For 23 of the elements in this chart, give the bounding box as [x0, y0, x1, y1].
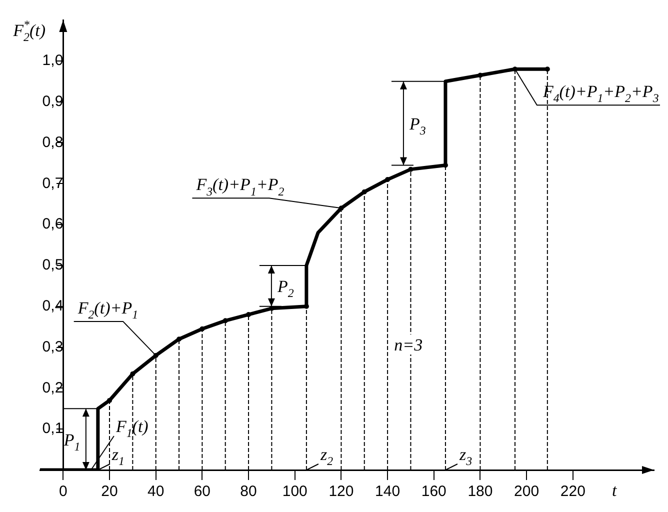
x-tick-label: 220 [560, 483, 586, 500]
y-tick-label: 0,1 [42, 420, 64, 438]
x-tick-label: 60 [194, 483, 211, 500]
x-tick-label: 160 [421, 483, 446, 500]
y-tick-label: 0,2 [42, 379, 64, 396]
x-tick-label: 40 [148, 483, 164, 500]
x-tick-label: 180 [468, 483, 493, 500]
y-tick-label: 0,4 [42, 298, 64, 315]
y-tick-label: 0,5 [42, 256, 64, 274]
x-tick-label: 140 [375, 483, 400, 500]
y-tick-label: 0,7 [42, 174, 64, 192]
x-tick-label: 20 [101, 483, 118, 500]
x-tick-label: 0 [59, 483, 68, 500]
x-axis-title: t [612, 481, 618, 500]
y-tick-label: 0,6 [42, 216, 64, 233]
x-tick-label: 200 [514, 483, 540, 500]
y-tick-label: 0,3 [42, 338, 64, 356]
y-tick-label: 0,8 [42, 134, 64, 151]
x-tick-label: 120 [328, 483, 354, 500]
y-tick-label: 1,0 [42, 52, 64, 70]
annotation: n=3 [394, 336, 423, 354]
x-tick-label: 100 [282, 483, 308, 500]
x-tick-label: 80 [240, 483, 257, 500]
